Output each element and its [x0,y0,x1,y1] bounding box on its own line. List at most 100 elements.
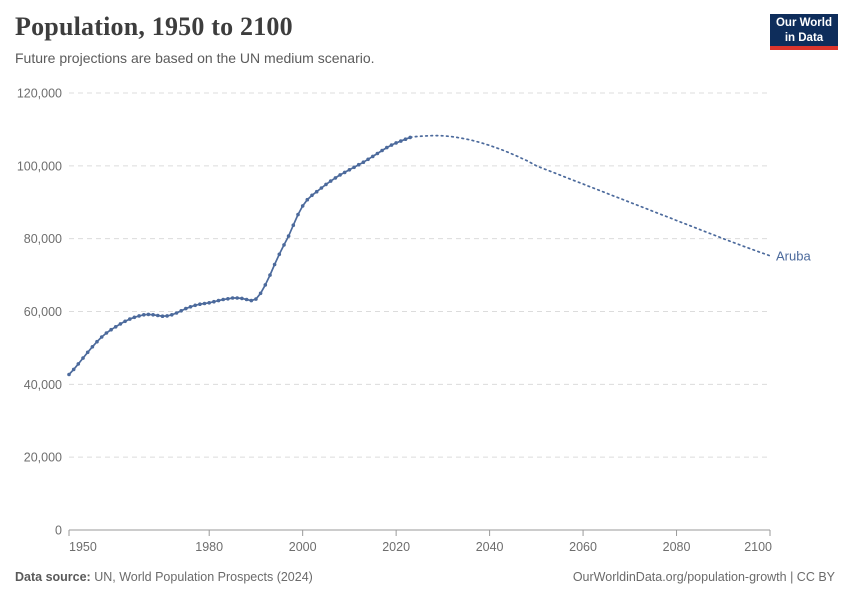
data-point-marker[interactable] [366,157,370,162]
data-point-marker[interactable] [160,314,165,319]
data-point-marker[interactable] [216,298,221,303]
data-point-marker[interactable] [244,297,249,302]
data-point-marker[interactable] [170,313,174,317]
data-point-marker[interactable] [254,297,258,301]
data-point-marker[interactable] [151,313,155,317]
data-point-marker[interactable] [179,309,183,313]
y-tick-label: 120,000 [17,87,62,101]
data-point-marker[interactable] [324,182,328,187]
series-line-historical[interactable] [68,136,412,376]
data-point-marker[interactable] [338,173,342,177]
data-point-marker[interactable] [230,296,235,300]
data-point-marker[interactable] [85,350,90,355]
data-point-marker[interactable] [314,189,319,194]
data-point-marker[interactable] [347,168,352,172]
y-tick-label: 100,000 [17,159,62,173]
owid-logo-line2: in Data [784,32,824,44]
data-point-marker[interactable] [389,143,394,147]
data-point-marker[interactable] [113,325,118,329]
data-point-marker[interactable] [184,306,188,311]
data-point-marker[interactable] [277,252,282,257]
data-point-marker[interactable] [202,301,207,306]
data-point-marker[interactable] [240,296,244,301]
series-line-projection[interactable] [409,134,771,257]
data-source-text: UN, World Population Prospects (2024) [90,570,313,584]
data-point-marker[interactable] [67,372,71,377]
x-tick-label: 1950 [69,540,97,554]
owid-logo-line1: Our World [775,17,832,29]
data-point-marker[interactable] [361,160,366,164]
data-point-marker[interactable] [342,170,347,175]
data-point-marker[interactable] [221,297,225,302]
x-tick-label: 2080 [663,540,691,554]
data-point-marker[interactable] [249,298,254,303]
data-point-marker[interactable] [258,291,263,296]
data-point-marker[interactable] [235,296,239,300]
data-point-marker[interactable] [123,319,127,324]
credit-link[interactable]: OurWorldinData.org/population-growth | C… [572,570,835,584]
data-point-marker[interactable] [305,197,310,202]
data-point-marker[interactable] [300,204,305,208]
data-source-label: Data source: [15,570,91,584]
y-tick-label: 0 [55,524,62,538]
data-point-marker[interactable] [263,283,268,287]
y-tick-label: 20,000 [24,451,62,465]
y-tick-label: 60,000 [24,305,62,319]
data-point-marker[interactable] [207,301,211,305]
data-point-marker[interactable] [165,314,169,318]
data-point-marker[interactable] [296,212,300,217]
data-point-marker[interactable] [356,162,361,167]
data-point-marker[interactable] [128,317,132,321]
data-point-marker[interactable] [99,335,104,339]
data-point-marker[interactable] [291,223,296,227]
data-point-marker[interactable] [328,179,333,183]
data-point-marker[interactable] [76,362,81,366]
data-point-marker[interactable] [90,345,95,349]
data-point-marker[interactable] [375,151,380,156]
data-point-marker[interactable] [146,312,151,317]
x-tick-label: 2060 [569,540,597,554]
data-point-marker[interactable] [174,311,179,315]
data-point-marker[interactable] [156,313,160,318]
data-point-marker[interactable] [394,141,398,145]
data-point-marker[interactable] [371,154,375,159]
data-point-marker[interactable] [137,314,141,318]
data-point-marker[interactable] [226,297,230,301]
data-point-marker[interactable] [188,305,193,309]
data-point-marker[interactable] [212,299,216,304]
data-point-marker[interactable] [104,331,109,335]
x-tick-label: 2020 [382,540,410,554]
data-point-marker[interactable] [286,234,291,238]
data-point-marker[interactable] [71,367,76,372]
data-point-marker[interactable] [399,139,403,143]
data-point-marker[interactable] [352,165,356,170]
entity-label-aruba[interactable]: Aruba [776,248,811,263]
data-point-marker[interactable] [268,273,272,277]
y-tick-label: 40,000 [24,378,62,392]
data-point-marker[interactable] [385,145,389,150]
data-point-marker[interactable] [198,302,202,307]
x-tick-label: 2040 [476,540,504,554]
x-tick-label: 1980 [195,540,223,554]
data-point-marker[interactable] [333,176,338,180]
data-point-marker[interactable] [282,243,286,247]
chart-subtitle: Future projections are based on the UN m… [15,50,375,66]
data-point-marker[interactable] [81,356,85,360]
data-point-marker[interactable] [403,137,408,141]
data-point-marker[interactable] [310,193,314,198]
chart-title: Population, 1950 to 2100 [15,12,293,41]
data-point-marker[interactable] [132,315,137,320]
x-tick-label: 2100 [744,540,772,554]
data-point-marker[interactable] [319,186,324,190]
data-point-marker[interactable] [109,327,113,332]
data-point-marker[interactable] [380,148,384,153]
data-point-marker[interactable] [142,313,146,317]
data-point-marker[interactable] [118,322,123,326]
y-tick-label: 80,000 [24,232,62,246]
data-point-marker[interactable] [95,339,99,344]
data-point-marker[interactable] [272,262,277,267]
owid-logo[interactable]: Our World in Data [770,14,838,50]
data-point-marker[interactable] [193,303,197,308]
